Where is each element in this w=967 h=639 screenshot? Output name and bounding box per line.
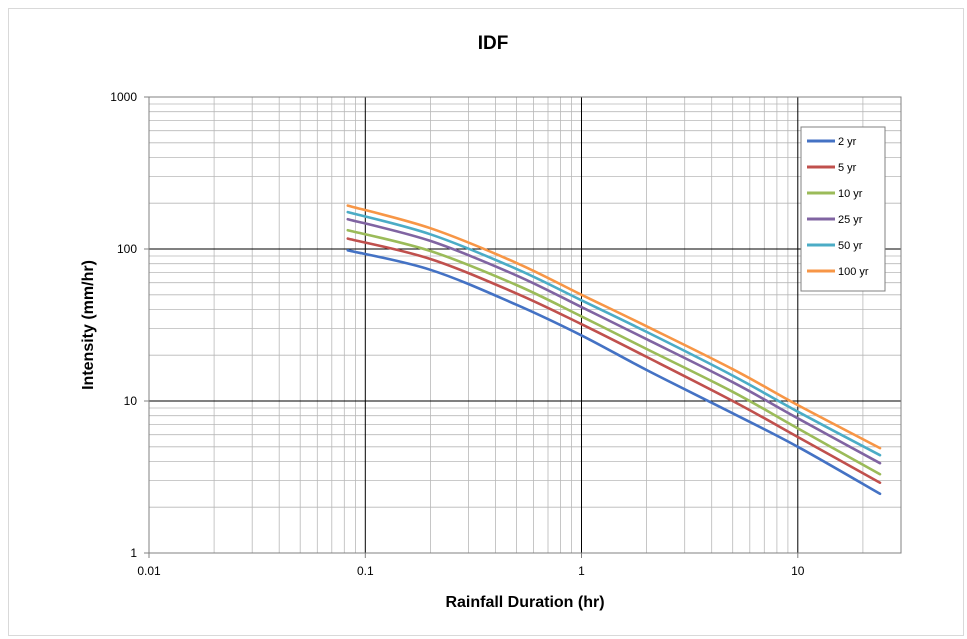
legend-box	[800, 126, 886, 292]
legend-label: 50 yr	[838, 240, 863, 252]
series-layer	[346, 204, 882, 496]
y-axis-title: Intensity (mm/hr)	[80, 260, 97, 390]
y-tick-label: 10	[124, 394, 138, 408]
series-line-100-yr	[346, 204, 882, 450]
x-axis-ticks: 0.01 0.1 1 10	[137, 553, 805, 578]
idf-chart: 0.01 0.1 1 10 1 10 100 1000 IDF Rainfall Durat…	[80, 33, 902, 611]
series-line-2-yr	[346, 249, 882, 496]
legend-label: 2 yr	[838, 136, 857, 148]
series-line-5-yr	[346, 237, 882, 484]
x-tick-label: 0.01	[137, 564, 161, 578]
chart-title: IDF	[478, 33, 509, 54]
y-tick-label: 100	[117, 242, 137, 256]
x-tick-label: 10	[791, 564, 805, 578]
y-tick-label: 1000	[110, 90, 137, 104]
plot-area-border	[148, 96, 902, 554]
y-tick-label: 1	[130, 546, 137, 560]
x-tick-label: 1	[578, 564, 585, 578]
x-axis-title: Rainfall Duration (hr)	[445, 594, 604, 611]
chart-frame: 0.01 0.1 1 10 1 10 100 1000 IDF Rainfall Durat…	[8, 8, 964, 636]
minor-gridlines	[149, 97, 902, 553]
series-line-50-yr	[346, 210, 882, 457]
legend: 2 yr 5 yr 10 yr 25 yr 50 yr 100 yr	[800, 126, 886, 292]
legend-label: 10 yr	[838, 188, 863, 200]
legend-label: 5 yr	[838, 162, 857, 174]
series-line-10-yr	[346, 228, 882, 476]
y-axis-ticks: 1 10 100 1000	[110, 90, 149, 560]
legend-label: 100 yr	[838, 266, 869, 278]
series-line-25-yr	[346, 217, 882, 465]
legend-label: 25 yr	[838, 214, 863, 226]
x-tick-label: 0.1	[357, 564, 374, 578]
